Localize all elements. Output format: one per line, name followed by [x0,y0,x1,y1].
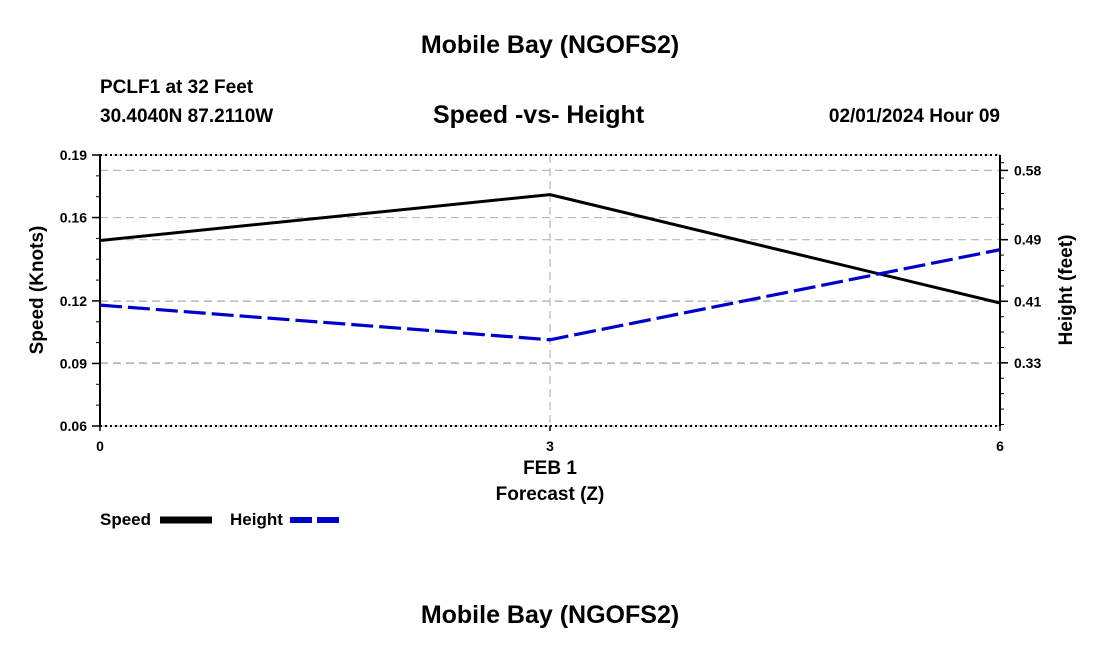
legend-speed-label: Speed [100,510,152,529]
y-left-tick-label-0: 0.06 [60,418,87,434]
y-right-tick-label-0: 0.33 [1014,355,1041,371]
page-title-top: Mobile Bay (NGOFS2) [420,31,680,59]
y-right-axis-label: Height (feet) [1056,235,1077,346]
axis-tick-labels: 0.06 0.09 0.12 0.16 0.19 0.33 0.41 0.49 0.58 0 3 6 [60,147,1042,454]
y-left-axis-label: Speed (Knots) [27,226,48,355]
y-left-tick-label-4: 0.19 [60,147,87,163]
y-left-tick-label-1: 0.09 [60,355,87,371]
page-title-bottom: Mobile Bay (NGOFS2) [420,601,680,629]
y-left-tick-label-3: 0.16 [60,210,87,226]
axes-frame [99,154,1001,427]
station-label: PCLF1 at 32 Feet [100,77,254,98]
x-tick-label-2: 6 [996,438,1004,454]
forecast-datetime: 02/01/2024 Hour 09 [828,106,1000,127]
y-right-tick-label-2: 0.49 [1014,232,1041,248]
station-coordinates: 30.4040N 87.2110W [100,106,274,127]
y-left-tick-label-2: 0.12 [60,293,87,309]
y-right-tick-label-3: 0.58 [1014,162,1041,178]
y-right-tick-label-1: 0.41 [1014,293,1041,309]
x-tick-label-1: 3 [546,438,554,454]
x-tick-label-0: 0 [96,438,104,454]
x-date-label: FEB 1 [523,458,577,479]
chart-title: Speed -vs- Height [433,101,645,129]
legend-speed-swatch [160,516,212,524]
legend-height-label: Height [230,510,283,529]
x-axis-label: Forecast (Z) [495,484,605,505]
series-lines [99,193,1001,342]
legend-height-swatch [290,517,342,523]
